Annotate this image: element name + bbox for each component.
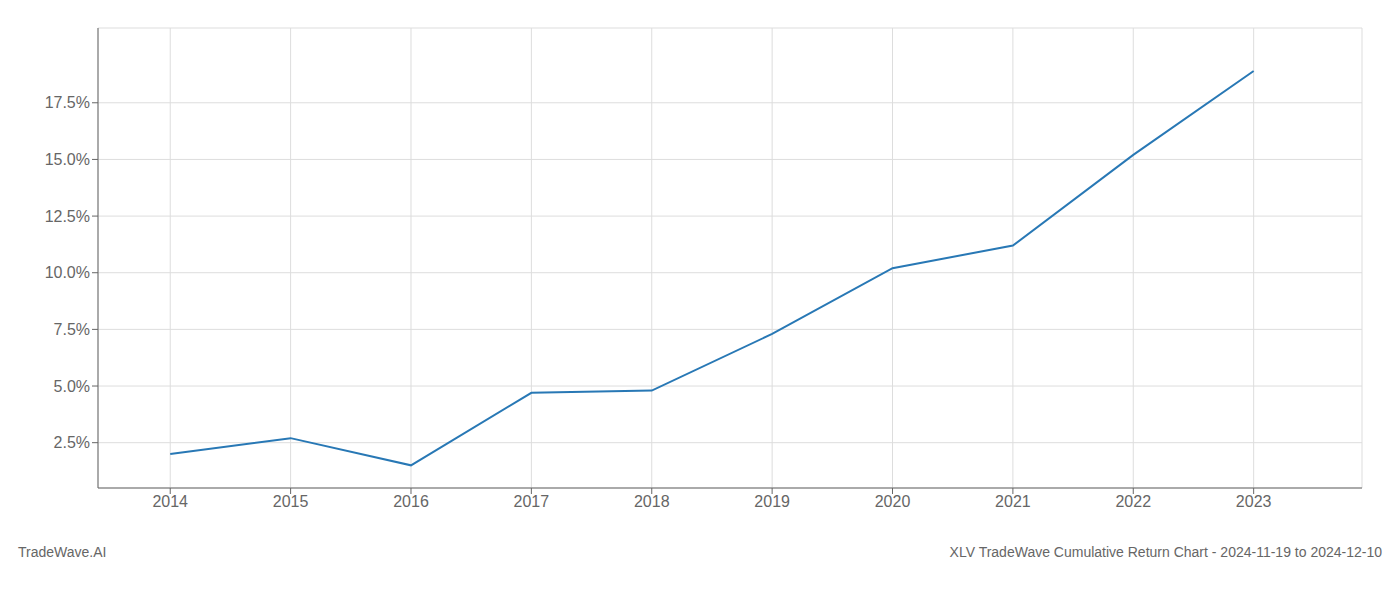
svg-text:2015: 2015	[273, 493, 309, 510]
html-text:XLV TradeWave Cumulative Retur: XLV TradeWave Cumulative Return Chart - …	[949, 544, 1382, 560]
svg-text:2023: 2023	[1236, 493, 1272, 510]
svg-text:2020: 2020	[875, 493, 911, 510]
svg-text:12.5%: 12.5%	[45, 208, 90, 225]
svg-text:2.5%: 2.5%	[54, 434, 90, 451]
svg-text:2021: 2021	[995, 493, 1031, 510]
svg-text:5.0%: 5.0%	[54, 378, 90, 395]
svg-text:10.0%: 10.0%	[45, 264, 90, 281]
svg-text:2018: 2018	[634, 493, 670, 510]
svg-text:15.0%: 15.0%	[45, 151, 90, 168]
svg-text:2017: 2017	[514, 493, 550, 510]
svg-text:2019: 2019	[754, 493, 790, 510]
svg-text:2016: 2016	[393, 493, 429, 510]
svg-text:2022: 2022	[1115, 493, 1151, 510]
svg-text:2014: 2014	[152, 493, 188, 510]
svg-text:7.5%: 7.5%	[54, 321, 90, 338]
svg-text:17.5%: 17.5%	[45, 94, 90, 111]
html-text:TradeWave.AI: TradeWave.AI	[18, 544, 107, 560]
